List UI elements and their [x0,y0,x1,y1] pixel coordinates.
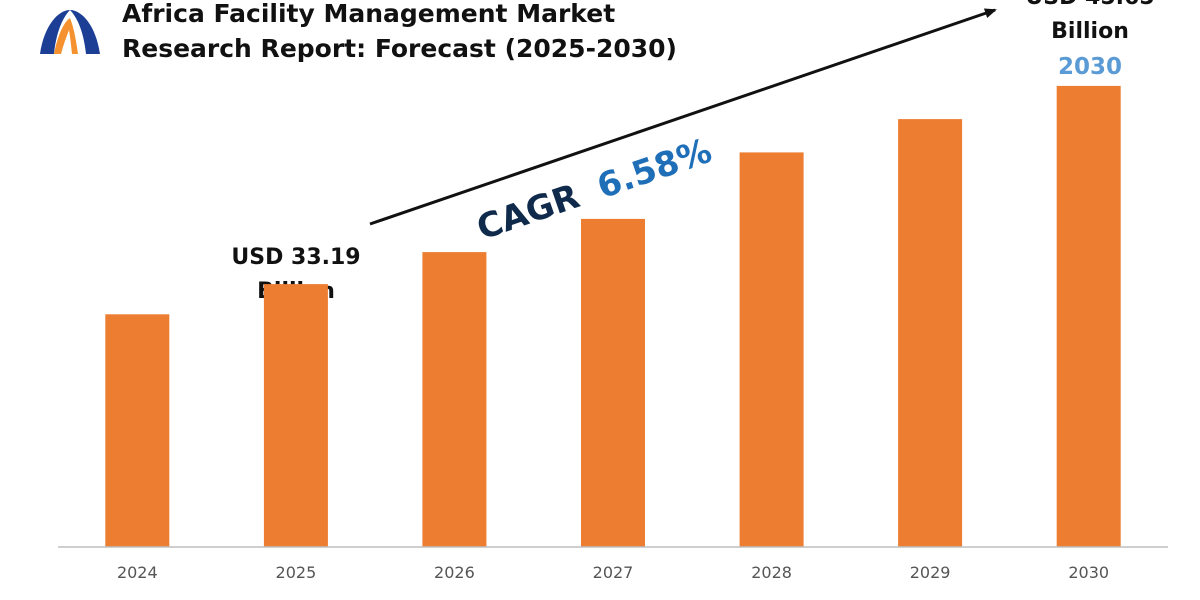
cagr-text: CAGR [472,176,585,248]
bar-2029 [898,119,963,547]
x-tick-2028: 2028 [751,563,792,582]
logo-center-swoosh [54,18,78,54]
x-tick-2029: 2029 [910,563,951,582]
x-tick-2030: 2030 [1068,563,1109,582]
x-tick-2026: 2026 [434,563,475,582]
end-callout-unit: Billion [1051,19,1129,44]
logo-left-arc [40,10,70,54]
start-callout-value: USD 33.19 [231,245,360,270]
end-callout-value: USD 45.65 [1025,0,1154,10]
bar-2027 [581,218,645,547]
page-title-line-2: Research Report: Forecast (2025-2030) [122,34,677,63]
bar-series [105,85,1121,548]
x-tick-2025: 2025 [276,563,317,582]
logo: M [40,10,100,54]
bar-2024 [105,314,170,547]
bar-2028 [739,152,804,547]
bar-2026 [422,252,487,547]
x-axis-ticks: 2024 2025 2026 2027 2028 2029 2030 [117,563,1109,582]
bar-2030 [1056,85,1121,548]
page-title-line-1: Africa Facility Management Market [122,0,615,28]
x-tick-2024: 2024 [117,563,158,582]
bar-2025 [263,284,328,547]
x-tick-2027: 2027 [593,563,634,582]
trend-arrow [369,8,997,226]
end-callout-year: 2030 [1058,54,1122,80]
logo-right-arc [70,10,100,54]
